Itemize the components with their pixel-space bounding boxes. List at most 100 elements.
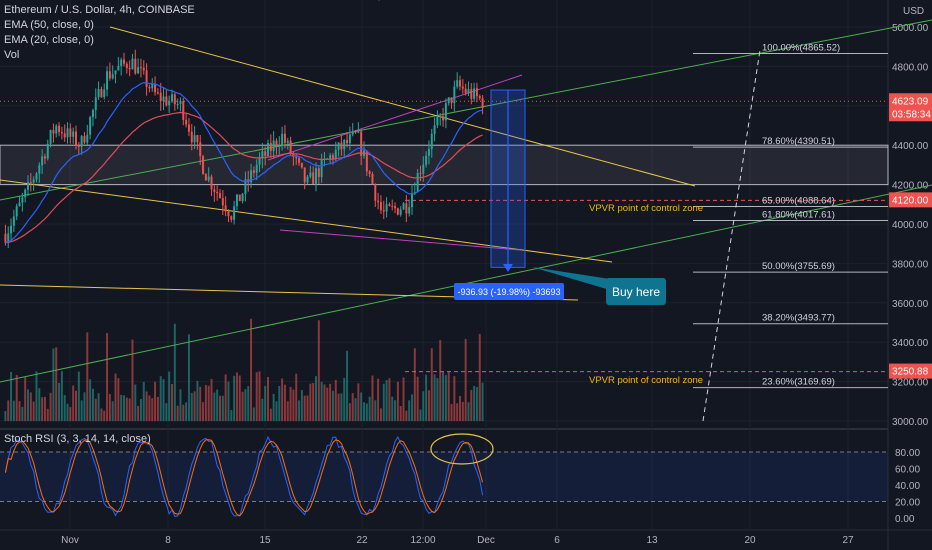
volume-bar xyxy=(114,373,117,421)
candle-body xyxy=(250,170,253,183)
yellow-support-line xyxy=(0,179,613,263)
candle-body xyxy=(365,150,368,172)
volume-bar xyxy=(337,393,340,421)
candle-body xyxy=(168,101,171,106)
volume-bar xyxy=(450,404,453,421)
candle-body xyxy=(346,139,349,144)
candle-body xyxy=(315,168,317,184)
volume-bar xyxy=(255,372,258,421)
volume-bar xyxy=(292,389,295,421)
candle-body xyxy=(329,155,332,159)
volume-bar xyxy=(91,388,94,421)
candle-body xyxy=(94,97,97,111)
volume-bar xyxy=(139,399,142,421)
volume-bar xyxy=(216,389,219,421)
candle-body xyxy=(235,194,238,207)
candle-body xyxy=(478,96,481,99)
candle-body xyxy=(258,158,261,165)
volume-bar xyxy=(317,320,320,421)
volume-bar xyxy=(111,401,114,421)
volume-bar xyxy=(10,371,13,421)
volume-bar xyxy=(103,410,106,421)
candle-body xyxy=(60,132,63,134)
candle-body xyxy=(351,131,354,135)
callout-pointer xyxy=(532,267,610,290)
volume-bar xyxy=(148,395,151,421)
candle-body xyxy=(21,197,24,203)
volume-bar xyxy=(69,407,72,421)
volume-bar xyxy=(224,374,227,421)
candle-body xyxy=(162,96,165,102)
candle-body xyxy=(354,131,357,133)
y-tick-label: 4800.00 xyxy=(892,62,929,73)
candle-body xyxy=(267,143,269,156)
volume-bar xyxy=(196,380,199,421)
candle-body xyxy=(450,97,453,104)
volume-bar xyxy=(58,382,61,421)
candle-body xyxy=(436,117,439,126)
currency-label: USD xyxy=(903,6,924,17)
fib-level-label: 23.60%(3169.69) xyxy=(762,377,835,388)
candle-body xyxy=(481,98,484,109)
candle-body xyxy=(456,80,459,87)
volume-bar xyxy=(227,381,230,421)
x-tick-label: 8 xyxy=(165,535,171,546)
volume-bar xyxy=(125,397,128,421)
ema20-legend: EMA (20, close, 0) xyxy=(4,34,94,46)
fib-level-label: 100.00%(4865.52) xyxy=(762,42,840,53)
volume-bar xyxy=(156,396,159,421)
volume-bar xyxy=(261,398,264,421)
y-tick-label: 5000.00 xyxy=(892,23,929,34)
volume-bar xyxy=(433,374,436,421)
candle-body xyxy=(402,203,405,210)
volume-bar xyxy=(267,376,269,421)
callout-box xyxy=(606,278,666,305)
volume-bar xyxy=(377,378,380,421)
volume-bar xyxy=(402,377,405,421)
x-tick-label: 22 xyxy=(356,535,368,546)
volume-bar xyxy=(427,390,430,421)
candle-body xyxy=(43,156,46,159)
stoch-rsi-title: Stoch RSI (3, 3, 14, 14, close) xyxy=(4,433,151,445)
volume-bar xyxy=(159,376,162,421)
x-tick-label: 20 xyxy=(744,535,756,546)
vpvr-price-tag-bg xyxy=(889,363,932,379)
candle-body xyxy=(343,139,346,150)
candle-body xyxy=(269,143,272,151)
x-tick-label: 13 xyxy=(646,535,658,546)
candle-body xyxy=(264,151,267,156)
candle-body xyxy=(114,70,117,75)
candle-body xyxy=(413,192,416,194)
volume-bar xyxy=(15,374,18,421)
candle-body xyxy=(317,168,320,178)
volume-bar xyxy=(154,381,157,421)
candle-body xyxy=(137,67,140,74)
volume-bar xyxy=(360,392,363,421)
volume-bar xyxy=(219,395,221,421)
volume-bar xyxy=(72,385,75,421)
volume-bar xyxy=(4,410,7,421)
candle-body xyxy=(100,89,103,98)
candle-body xyxy=(433,125,436,134)
candle-body xyxy=(419,173,422,175)
candle-body xyxy=(66,128,69,138)
volume-bar xyxy=(24,377,27,421)
volume-bar xyxy=(283,384,286,421)
candle-body xyxy=(298,158,301,163)
volume-bar xyxy=(379,408,382,421)
volume-bar xyxy=(244,389,247,421)
candle-body xyxy=(371,173,374,185)
volume-bar xyxy=(97,393,100,421)
candle-body xyxy=(108,71,111,79)
volume-bar xyxy=(210,378,213,421)
candle-body xyxy=(283,133,286,143)
candle-body xyxy=(117,65,120,71)
candle-body xyxy=(219,193,221,199)
volume-bar xyxy=(461,401,464,421)
candle-body xyxy=(18,202,21,207)
x-tick-label: Dec xyxy=(477,535,495,546)
volume-bar xyxy=(41,397,44,421)
candle-body xyxy=(281,133,284,146)
volume-bar xyxy=(444,375,447,421)
